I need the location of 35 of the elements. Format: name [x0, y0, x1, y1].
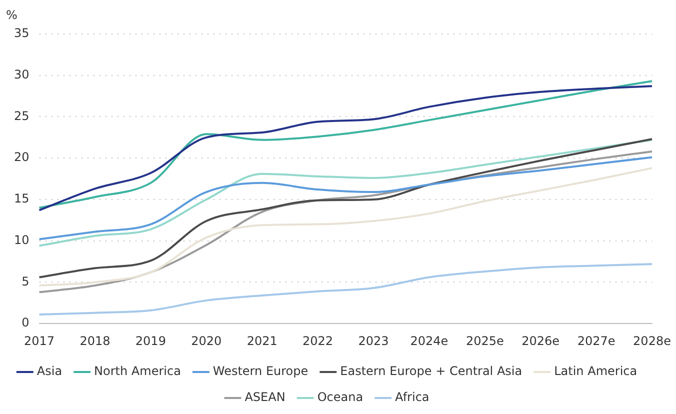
- y-tick-label: 20: [14, 150, 30, 164]
- line-series: [38, 150, 653, 294]
- x-tick-label: 2023: [358, 334, 389, 348]
- line-series: [38, 156, 653, 240]
- x-tick-label: 2024e: [410, 334, 448, 348]
- x-tick-label: 2020: [191, 334, 222, 348]
- x-tick-label: 2021: [246, 334, 278, 348]
- x-tick-label: 2017: [24, 334, 55, 348]
- x-tick-label: 2018: [80, 334, 110, 348]
- line-series: [38, 263, 653, 316]
- legend-label: Eastern Europe + Central Asia: [340, 364, 522, 378]
- line-series: [38, 138, 653, 278]
- y-tick-label: 35: [14, 26, 30, 40]
- line-series: [38, 138, 653, 247]
- y-tick-label: 5: [22, 274, 30, 288]
- legend-label: Asia: [36, 364, 62, 378]
- y-tick-label: 0: [22, 316, 30, 330]
- x-tick-label: 2028e: [633, 334, 671, 348]
- y-axis-title: %: [6, 8, 18, 22]
- line-series: [38, 167, 653, 287]
- legend-label: Latin America: [554, 364, 638, 378]
- y-tick-label: 25: [14, 108, 30, 123]
- y-tick-label: 30: [14, 67, 30, 82]
- y-tick-label: 10: [14, 232, 30, 247]
- legend-label: Western Europe: [212, 364, 308, 378]
- legend-label: Africa: [395, 390, 430, 404]
- x-tick-label: 2026e: [522, 334, 560, 348]
- legend-label: ASEAN: [244, 390, 286, 404]
- x-tick-label: 2022: [302, 334, 334, 348]
- y-tick-label: 15: [14, 192, 30, 206]
- legend-label: North America: [94, 364, 181, 378]
- x-tick-label: 2027e: [577, 334, 616, 348]
- x-tick-label: 2025e: [466, 334, 504, 348]
- x-tick-label: 2019: [135, 334, 166, 348]
- legend-label: Oceana: [317, 390, 364, 404]
